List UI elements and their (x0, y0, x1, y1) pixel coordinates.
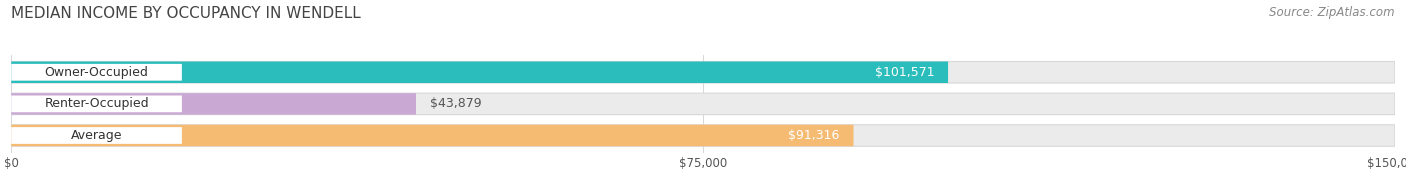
FancyBboxPatch shape (11, 62, 948, 83)
Text: $91,316: $91,316 (789, 129, 839, 142)
FancyBboxPatch shape (11, 125, 853, 146)
Text: $43,879: $43,879 (430, 97, 481, 110)
Text: $101,571: $101,571 (875, 66, 934, 79)
FancyBboxPatch shape (11, 95, 181, 112)
Text: Source: ZipAtlas.com: Source: ZipAtlas.com (1270, 6, 1395, 19)
FancyBboxPatch shape (11, 93, 416, 115)
Text: Average: Average (70, 129, 122, 142)
Text: Owner-Occupied: Owner-Occupied (45, 66, 149, 79)
FancyBboxPatch shape (11, 125, 1395, 146)
FancyBboxPatch shape (11, 62, 1395, 83)
FancyBboxPatch shape (11, 64, 181, 81)
Text: MEDIAN INCOME BY OCCUPANCY IN WENDELL: MEDIAN INCOME BY OCCUPANCY IN WENDELL (11, 6, 361, 21)
FancyBboxPatch shape (11, 127, 181, 144)
Text: Renter-Occupied: Renter-Occupied (44, 97, 149, 110)
FancyBboxPatch shape (11, 93, 1395, 115)
